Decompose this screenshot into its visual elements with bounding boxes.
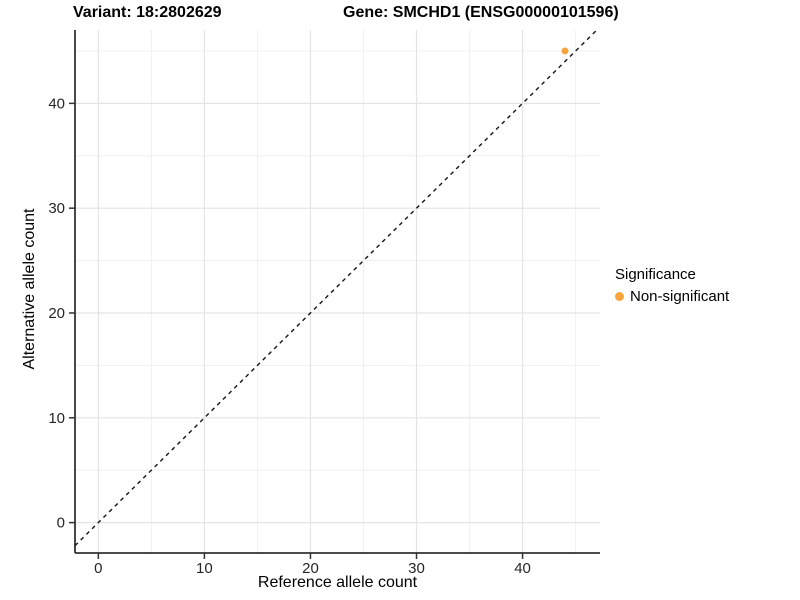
x-tick-label: 40 <box>514 560 531 577</box>
data-point <box>561 47 569 55</box>
x-axis-title: Reference allele count <box>257 574 418 591</box>
y-tick-label: 0 <box>57 515 65 532</box>
legend-item: Non-significant <box>615 288 729 305</box>
y-tick-label: 40 <box>48 95 65 112</box>
legend-item-label: Non-significant <box>630 288 730 305</box>
legend-title: Significance <box>615 266 696 283</box>
x-tick-label: 30 <box>408 560 425 577</box>
y-axis-title: Alternative allele count <box>21 208 38 370</box>
x-tick-label: 0 <box>94 560 102 577</box>
y-tick-label: 20 <box>48 305 65 322</box>
legend-point-icon <box>615 292 624 301</box>
y-tick-label: 10 <box>48 410 65 427</box>
legend: Significance Non-significant <box>615 266 729 305</box>
plot-title-gene: Gene: SMCHD1 (ENSG00000101596) <box>343 4 619 21</box>
x-tick-label: 20 <box>302 560 319 577</box>
plot-title-variant: Variant: 18:2802629 <box>73 4 222 21</box>
y-tick-label: 30 <box>48 200 65 217</box>
identity-dashed-line <box>74 29 598 547</box>
x-tick-label: 10 <box>196 560 213 577</box>
